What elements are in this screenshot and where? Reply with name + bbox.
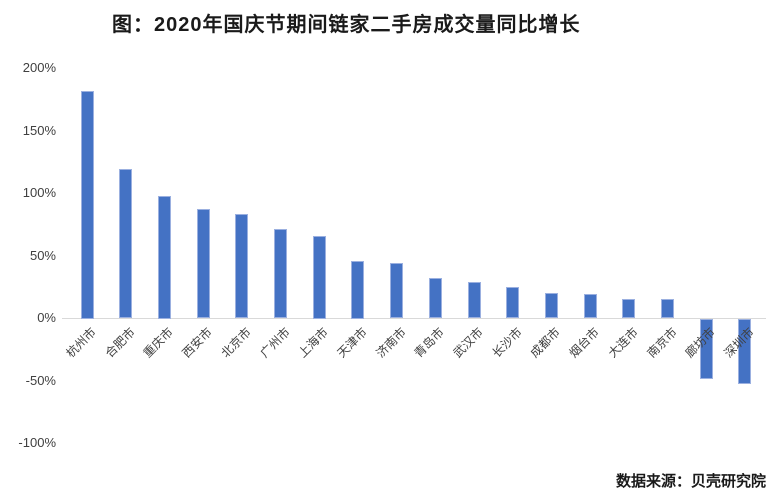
y-tick-label: 0% xyxy=(37,310,56,325)
bar-南京市 xyxy=(661,299,674,318)
bar-武汉市 xyxy=(468,282,481,318)
bar-烟台市 xyxy=(584,294,597,318)
bar-长沙市 xyxy=(506,287,519,318)
bar-大连市 xyxy=(622,299,635,318)
bar-深圳市 xyxy=(738,319,751,384)
bar-成都市 xyxy=(545,293,558,318)
y-tick-label: 200% xyxy=(22,60,56,75)
y-tick-label: 50% xyxy=(29,247,56,263)
chart-title: 图：2020年国庆节期间链家二手房成交量同比增长 xyxy=(112,14,581,36)
bar-广州市 xyxy=(274,229,287,318)
bar-青岛市 xyxy=(429,278,442,318)
bar-重庆市 xyxy=(158,196,171,319)
bar-上海市 xyxy=(313,236,326,319)
bar-北京市 xyxy=(235,214,248,318)
x-axis-line xyxy=(62,318,766,319)
y-tick-label: 100% xyxy=(22,185,56,200)
data-source-note: 数据来源：贝壳研究院 xyxy=(615,473,766,490)
bar-合肥市 xyxy=(119,169,132,318)
y-tick-label: -50% xyxy=(25,372,56,388)
y-tick-label: -100% xyxy=(18,435,56,450)
y-tick-label: 150% xyxy=(22,122,56,138)
bar-廊坊市 xyxy=(700,319,713,379)
bar-杭州市 xyxy=(81,91,94,319)
bar-济南市 xyxy=(390,263,403,318)
bar-天津市 xyxy=(351,261,364,319)
bar-西安市 xyxy=(197,209,210,318)
